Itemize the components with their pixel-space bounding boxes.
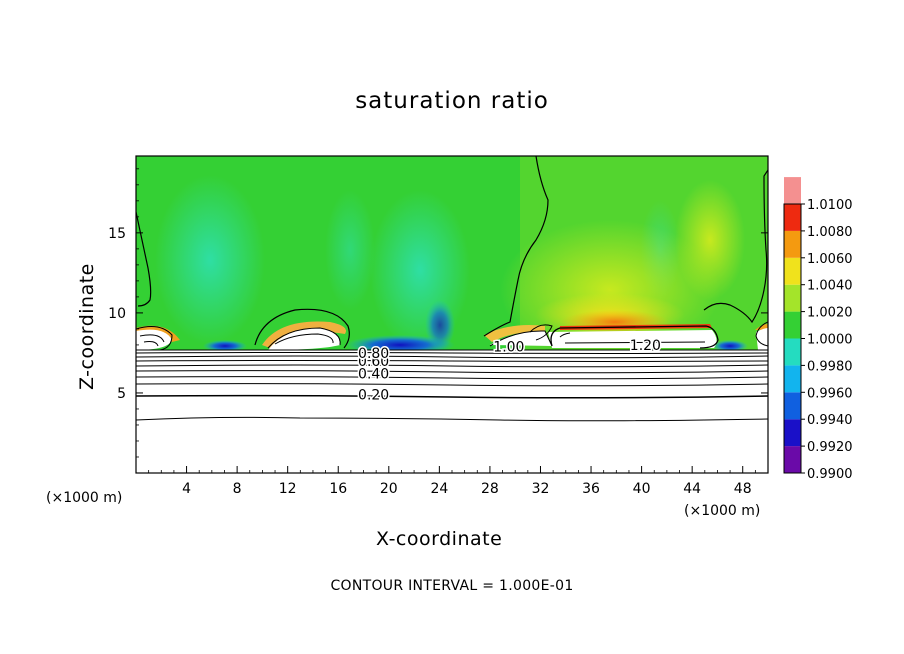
blue-patch-4 [712, 340, 748, 352]
x-tick-label: 12 [279, 481, 297, 497]
x-tick-label: 4 [182, 481, 191, 497]
x-tick-label: 44 [683, 481, 701, 497]
colorbar-segment [784, 257, 801, 285]
x-tick-label: 32 [532, 481, 550, 497]
cloud-outline-9 [529, 324, 553, 341]
colorbar-segment [784, 392, 801, 420]
colorbar-segment [784, 338, 801, 366]
colorbar-tick-label: 1.0100 [807, 198, 853, 213]
cloud-region-4 [548, 330, 717, 348]
colorbar-segment [784, 284, 801, 312]
cloud-outline-1 [136, 326, 173, 351]
contour-label: 0.40 [358, 367, 389, 383]
y-tick-label: 10 [108, 306, 126, 322]
cloud-outline-2 [139, 334, 165, 347]
cloud-outline-4 [274, 333, 334, 345]
colorbar-tick-label: 0.9900 [807, 467, 853, 482]
contour-lines [136, 156, 768, 422]
contour-band-10 [136, 416, 768, 422]
cyan-patch-1 [155, 175, 265, 345]
cloud-region-2 [268, 328, 341, 350]
colorbar-segment [784, 204, 801, 231]
colorbar-tick-label: 0.9980 [807, 359, 853, 374]
contour-band-4 [136, 360, 768, 362]
lower-region [136, 350, 768, 473]
contour-label: 0.20 [358, 388, 389, 404]
colorbar-segment [784, 311, 801, 339]
cloud-outline-3 [267, 327, 341, 349]
y-axis-label: Z-coordinate [76, 263, 98, 390]
contour-band-9 [136, 394, 768, 399]
x-unit-label-left: (×1000 m) [46, 490, 123, 506]
contour-interval-note: CONTOUR INTERVAL = 1.000E-01 [330, 578, 574, 594]
colorbar-segment [784, 365, 801, 393]
cloud-outline-5 [489, 330, 553, 347]
yellow-patch-2 [675, 180, 745, 300]
cloud-outline-7 [559, 332, 706, 344]
contour-1.00-mid [254, 308, 350, 349]
colorbar-tick-label: 1.0060 [807, 252, 853, 267]
x-tick-label: 20 [380, 481, 398, 497]
x-axis: 4 8 12 16 20 24 28 32 36 40 44 48 [148, 466, 756, 497]
contour-label: 1.00 [493, 340, 524, 356]
blue-patch-3 [203, 340, 247, 352]
contour-1.00-right [703, 169, 768, 324]
heatmap-field [136, 156, 768, 473]
cloud-outline-6 [550, 325, 719, 349]
colorbar-tick-label: 0.9960 [807, 386, 853, 401]
cyan-patch-3 [325, 190, 375, 310]
cloud-region-3 [490, 330, 552, 346]
x-tick-label: 8 [233, 481, 242, 497]
orange-patch-1 [560, 310, 670, 334]
blue-patch-2 [425, 300, 455, 350]
cloud-outline-8 [755, 321, 768, 347]
y-tick-label: 5 [117, 386, 126, 402]
colorbar-tick-label: 1.0040 [807, 279, 853, 294]
x-tick-label: 28 [481, 481, 499, 497]
contour-label: 0.60 [358, 354, 389, 370]
colorbar-segment [784, 177, 801, 204]
colorbar-segment [784, 230, 801, 258]
colorbar-segment [784, 446, 801, 473]
contour-band-7 [136, 376, 768, 380]
chart-title: saturation ratio [355, 88, 549, 114]
cloud-region-5 [756, 328, 768, 350]
x-tick-label: 16 [329, 481, 347, 497]
colorbar-tick-label: 1.0080 [807, 225, 853, 240]
cloud-edge-orange-3 [484, 325, 545, 342]
x-tick-label: 24 [430, 481, 448, 497]
contour-band-6 [136, 370, 768, 374]
x-tick-label: 40 [633, 481, 651, 497]
contour-label-layer: 0.20 0.400.600.80 1.00 1.20 [357, 336, 663, 405]
cloud-edge-orange-2 [262, 321, 346, 348]
colorbar-tick-label: 1.0020 [807, 306, 853, 321]
colorbar-tick-label: 0.9940 [807, 413, 853, 428]
x-tick-label: 36 [582, 481, 600, 497]
cyan-patch-2 [370, 190, 470, 350]
contour-label: 1.20 [630, 338, 661, 354]
x-tick-label: 48 [734, 481, 752, 497]
contour-1.00-left [136, 211, 152, 307]
contour-band-3 [136, 355, 768, 359]
colorbar-segment [784, 419, 801, 447]
colorbar-tick-label: 1.0000 [807, 333, 853, 348]
contour-band-5 [136, 364, 768, 368]
contour-label: 0.80 [358, 346, 389, 362]
x-unit-label-right: (×1000 m) [684, 503, 761, 519]
x-axis-label: X-coordinate [376, 528, 503, 550]
y-tick-label: 15 [108, 226, 126, 242]
colorbar-tick-label: 0.9920 [807, 440, 853, 455]
contour-band-2 [136, 352, 768, 354]
y-axis: 5 10 15 [108, 168, 768, 458]
contour-band-8 [136, 383, 768, 387]
colorbar: 0.9900 0.9920 0.9940 0.9960 0.9980 1.0000 1.00… [783, 177, 853, 482]
contour-1.00-center [483, 156, 549, 337]
